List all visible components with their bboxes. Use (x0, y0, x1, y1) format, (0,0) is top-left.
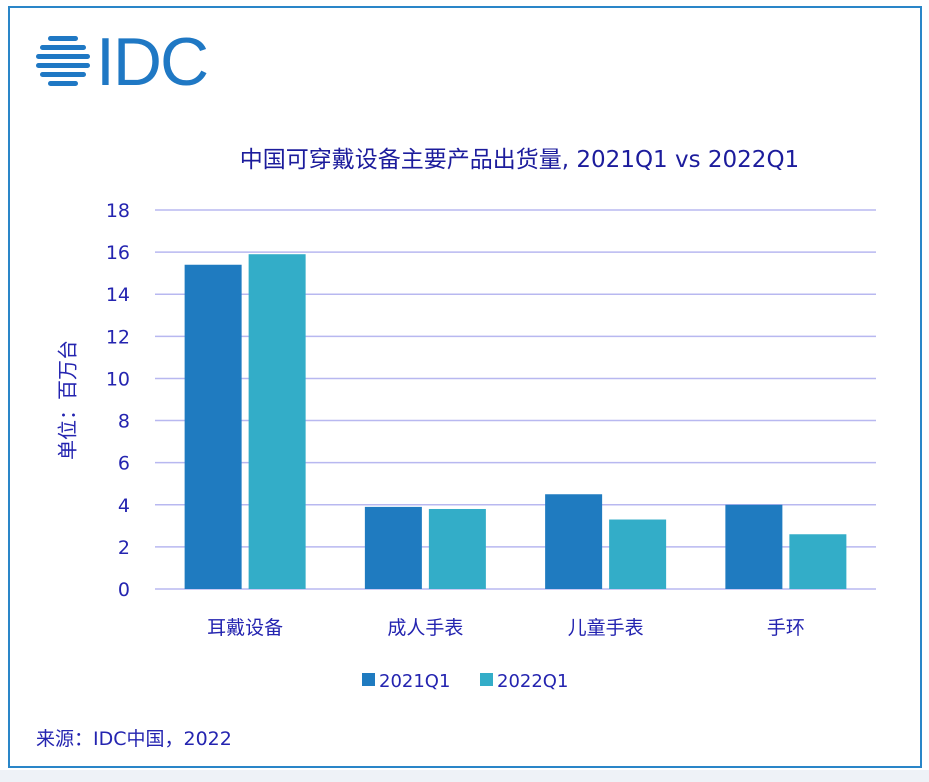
legend-label: 2021Q1 (379, 671, 450, 692)
legend-swatch (480, 673, 493, 686)
bar-2021Q1 (364, 506, 422, 589)
y-tick-label: 8 (118, 411, 130, 433)
y-tick-label: 2 (118, 537, 130, 559)
x-tick-label: 儿童手表 (568, 617, 644, 639)
bar-2022Q1 (248, 254, 306, 589)
bar-2022Q1 (609, 519, 667, 589)
legend-label: 2022Q1 (497, 671, 568, 692)
y-tick-label: 12 (106, 326, 130, 348)
source-note: 来源：IDC中国，2022 (36, 728, 232, 750)
chart-frame (8, 6, 922, 768)
y-tick-label: 14 (106, 284, 130, 306)
bar-2022Q1 (428, 508, 486, 589)
bar-2021Q1 (184, 264, 242, 589)
y-tick-label: 0 (118, 579, 130, 601)
bar-2021Q1 (545, 494, 603, 589)
y-tick-label: 4 (118, 495, 130, 517)
bottom-strip (0, 770, 929, 782)
x-tick-label: 耳戴设备 (207, 617, 283, 639)
chart-title: 中国可穿戴设备主要产品出货量, 2021Q1 vs 2022Q1 (239, 147, 800, 173)
y-tick-label: 16 (106, 242, 130, 264)
x-tick-label: 成人手表 (387, 617, 463, 639)
y-tick-label: 10 (106, 368, 130, 390)
y-tick-label: 18 (106, 200, 130, 222)
bar-2021Q1 (725, 504, 783, 589)
idc-logo-text: IDC (96, 24, 209, 100)
legend-swatch (362, 673, 375, 686)
bar-2022Q1 (789, 534, 847, 589)
idc-globe-logo-icon (36, 36, 90, 86)
x-tick-label: 手环 (767, 617, 805, 639)
y-tick-label: 6 (118, 453, 130, 475)
